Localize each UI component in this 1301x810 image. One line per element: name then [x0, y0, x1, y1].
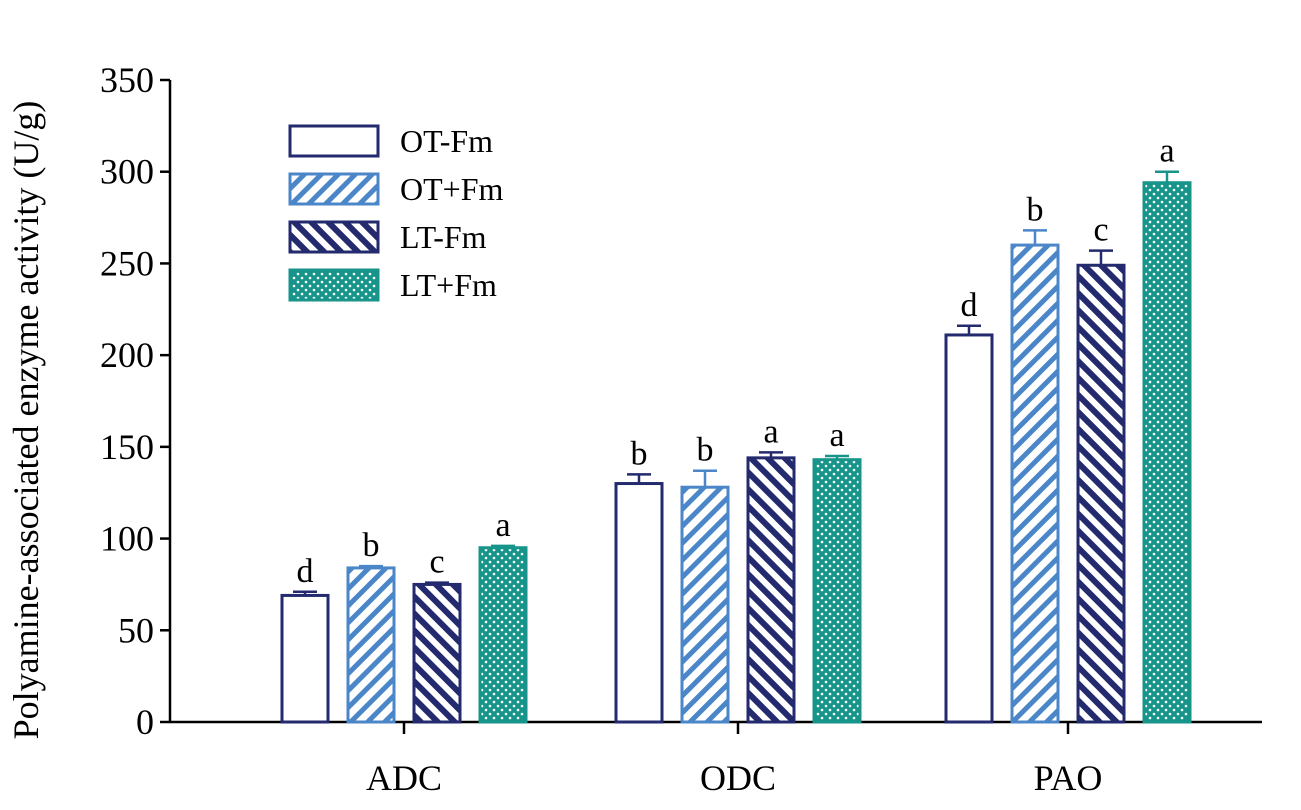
- y-axis-label: Polyamine-associated enzyme activity (U/…: [6, 101, 46, 740]
- y-tick-label: 0: [136, 702, 154, 742]
- bar-odc-ltplusfm: [812, 458, 862, 724]
- bars: d b c a b b a a d b c a: [280, 133, 1192, 724]
- significance-letter: d: [961, 287, 978, 324]
- bar-pao-otminusfm: [944, 333, 994, 724]
- bar-adc-ltminusfm: [412, 582, 462, 724]
- significance-letter: d: [297, 553, 314, 590]
- legend-swatch-2: [288, 220, 380, 254]
- y-tick-label: 300: [100, 152, 154, 192]
- y-tick-label: 100: [100, 519, 154, 559]
- bar-adc-otminusfm: [280, 593, 330, 724]
- bar-odc-ltminusfm: [746, 456, 796, 724]
- bar-adc-ltplusfm: [478, 546, 528, 724]
- legend-swatch-3: [288, 268, 380, 302]
- legend-label-0: OT-Fm: [400, 123, 493, 159]
- bar-odc-otminusfm: [614, 482, 664, 724]
- significance-letter: c: [1093, 212, 1108, 249]
- significance-letter: b: [1027, 191, 1044, 228]
- bar-odc-otplusfm: [680, 485, 730, 724]
- legend-label-1: OT+Fm: [400, 171, 504, 207]
- significance-letter: a: [495, 507, 510, 544]
- y-tick-label: 50: [118, 610, 154, 650]
- legend-label-2: LT-Fm: [400, 219, 487, 255]
- axes: 0 50 100 150 200 250 300 350 ADC ODC PAO: [100, 60, 1262, 798]
- significance-letter: a: [763, 413, 778, 450]
- y-tick-label: 150: [100, 427, 154, 467]
- legend-swatch-0: [288, 124, 380, 158]
- x-tick-label-odc: ODC: [700, 758, 776, 798]
- y-tick-label: 250: [100, 243, 154, 283]
- significance-letter: a: [1159, 133, 1174, 170]
- significance-letter: b: [697, 432, 714, 469]
- y-tick-label: 200: [100, 335, 154, 375]
- significance-letter: c: [429, 544, 444, 581]
- bar-pao-otplusfm: [1010, 243, 1060, 724]
- x-tick-label-adc: ADC: [366, 758, 442, 798]
- significance-letter: a: [829, 417, 844, 454]
- legend-swatch-1: [288, 172, 380, 206]
- legend-label-3: LT+Fm: [400, 267, 497, 303]
- significance-letter: b: [631, 435, 648, 472]
- x-tick-label-pao: PAO: [1034, 758, 1103, 798]
- y-tick-label: 350: [100, 60, 154, 100]
- legend: OT-Fm OT+Fm LT-Fm LT+Fm: [288, 123, 504, 303]
- bar-adc-otplusfm: [346, 566, 396, 724]
- bar-pao-ltminusfm: [1076, 263, 1126, 724]
- significance-letter: b: [363, 527, 380, 564]
- bar-pao-ltplusfm: [1142, 181, 1192, 724]
